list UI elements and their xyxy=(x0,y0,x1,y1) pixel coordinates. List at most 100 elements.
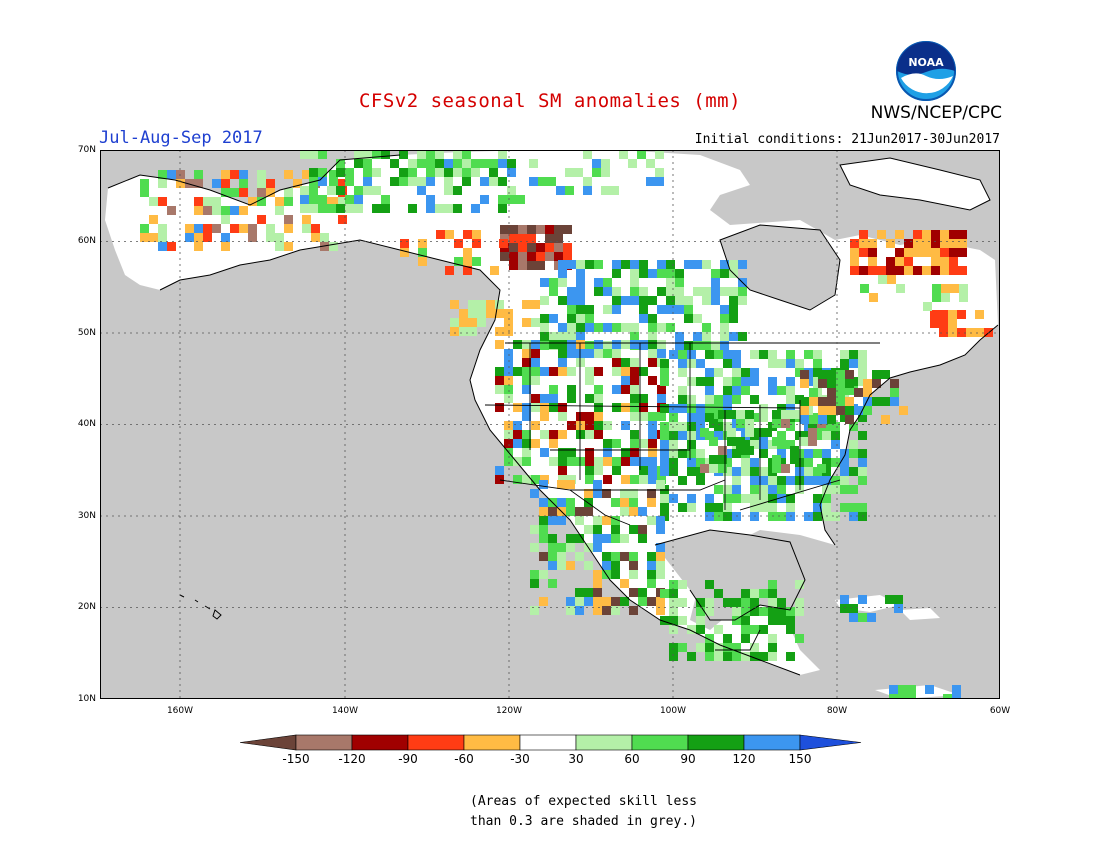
anomaly-cell xyxy=(309,186,318,195)
anomaly-cell xyxy=(527,234,536,243)
anomaly-cell xyxy=(836,379,845,388)
anomaly-cell xyxy=(786,512,795,521)
anomaly-cell xyxy=(714,404,723,413)
legend-swatch-minus60-minus30 xyxy=(463,734,521,751)
anomaly-cell xyxy=(745,419,754,428)
anomaly-cell xyxy=(660,449,669,458)
anomaly-cell xyxy=(809,388,818,397)
anomaly-cell xyxy=(777,449,786,458)
anomaly-cell xyxy=(417,150,426,159)
anomaly-cell xyxy=(729,260,738,269)
anomaly-cell xyxy=(611,597,620,606)
anomaly-cell xyxy=(958,248,967,257)
anomaly-cell xyxy=(648,376,657,385)
anomaly-cell xyxy=(940,248,949,257)
anomaly-cell xyxy=(554,234,563,243)
lat-label-70n: 70N xyxy=(77,145,96,155)
anomaly-cell xyxy=(540,403,549,412)
anomaly-cell xyxy=(850,257,859,266)
anomaly-cell xyxy=(849,449,858,458)
anomaly-cell xyxy=(750,413,759,422)
anomaly-cell xyxy=(705,503,714,512)
anomaly-cell xyxy=(723,422,732,431)
anomaly-cell xyxy=(849,359,858,368)
anomaly-cell xyxy=(637,150,646,159)
anomaly-cell xyxy=(500,252,509,261)
anomaly-cell xyxy=(594,349,603,358)
anomaly-cell xyxy=(669,598,678,607)
anomaly-cell xyxy=(736,437,745,446)
anomaly-cell xyxy=(531,300,540,309)
anomaly-cell xyxy=(966,328,975,337)
anomaly-cell xyxy=(669,643,678,652)
anomaly-cell xyxy=(594,421,603,430)
anomaly-cell xyxy=(453,150,462,159)
anomaly-cell xyxy=(621,403,630,412)
anomaly-cell xyxy=(750,377,759,386)
anomaly-cell xyxy=(886,257,895,266)
anomaly-cell xyxy=(558,367,567,376)
anomaly-cell xyxy=(630,340,639,349)
anomaly-cell xyxy=(800,397,809,406)
anomaly-cell xyxy=(549,403,558,412)
anomaly-cell xyxy=(750,368,759,377)
anomaly-cell xyxy=(907,685,916,694)
anomaly-cell xyxy=(576,278,585,287)
anomaly-cell xyxy=(657,260,666,269)
anomaly-cell xyxy=(881,370,890,379)
anomaly-cell xyxy=(509,234,518,243)
anomaly-cell xyxy=(813,494,822,503)
anomaly-cell xyxy=(354,150,363,159)
anomaly-cell xyxy=(548,507,557,516)
anomaly-cell xyxy=(975,310,984,319)
anomaly-cell xyxy=(549,340,558,349)
anomaly-cell xyxy=(711,287,720,296)
anomaly-cell xyxy=(656,543,665,552)
anomaly-cell xyxy=(786,359,795,368)
anomaly-cell xyxy=(849,350,858,359)
anomaly-cell xyxy=(495,385,504,394)
anomaly-cell xyxy=(212,197,221,206)
anomaly-cell xyxy=(620,498,629,507)
anomaly-cell xyxy=(567,385,576,394)
anomaly-cell xyxy=(531,439,540,448)
anomaly-cell xyxy=(593,480,602,489)
anomaly-cell xyxy=(648,466,657,475)
anomaly-cell xyxy=(594,466,603,475)
anomaly-cell xyxy=(549,394,558,403)
anomaly-cell xyxy=(786,350,795,359)
anomaly-cell xyxy=(594,278,603,287)
anomaly-cell xyxy=(630,367,639,376)
anomaly-cell xyxy=(732,512,741,521)
anomaly-cell xyxy=(558,412,567,421)
anomaly-cell xyxy=(536,261,545,270)
anomaly-cell xyxy=(809,415,818,424)
anomaly-cell xyxy=(545,234,554,243)
anomaly-cell xyxy=(284,170,293,179)
anomaly-cell xyxy=(702,323,711,332)
anomaly-cell xyxy=(718,464,727,473)
anomaly-cell xyxy=(714,485,723,494)
anomaly-cell xyxy=(741,458,750,467)
anomaly-cell xyxy=(336,159,345,168)
anomaly-cell xyxy=(941,293,950,302)
anomaly-cell xyxy=(212,206,221,215)
anomaly-cell xyxy=(890,388,899,397)
anomaly-cell xyxy=(714,368,723,377)
anomaly-cell xyxy=(576,457,585,466)
anomaly-cell xyxy=(777,440,786,449)
anomaly-cell xyxy=(593,579,602,588)
anomaly-cell xyxy=(194,170,203,179)
anomaly-cell xyxy=(827,415,836,424)
initial-conditions-label: Initial conditions: 21Jun2017-30Jun2017 xyxy=(694,132,1000,147)
anomaly-cell xyxy=(639,457,648,466)
anomaly-cell xyxy=(620,579,629,588)
anomaly-cell xyxy=(566,480,575,489)
anomaly-map xyxy=(100,150,1000,699)
anomaly-cell xyxy=(221,170,230,179)
anomaly-cell xyxy=(759,467,768,476)
anomaly-cell xyxy=(741,589,750,598)
anomaly-cell xyxy=(723,359,732,368)
anomaly-cell xyxy=(576,332,585,341)
anomaly-cell xyxy=(759,350,768,359)
